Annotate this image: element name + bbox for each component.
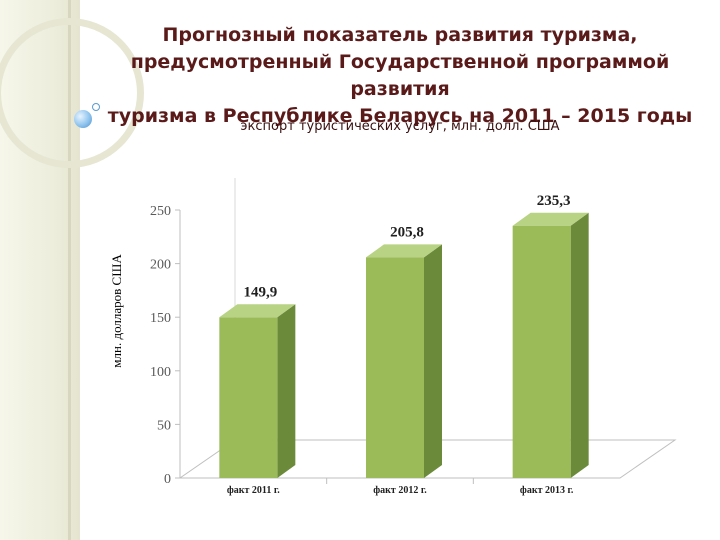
x-category-label: факт 2011 г. [227, 485, 280, 496]
y-tick-label: 250 [150, 204, 171, 219]
x-category-label: факт 2012 г. [373, 485, 427, 496]
decorative-ring [0, 18, 144, 168]
bar-side [277, 304, 296, 478]
bar-side [570, 212, 589, 478]
bar-value-label: 235,3 [537, 193, 571, 209]
slide-title-line-2: предусмотренный Государственной программ… [130, 51, 670, 100]
bar-top [219, 304, 296, 318]
decorative-bubble-icon [74, 110, 92, 128]
slide-title: Прогнозный показатель развития туризма, … [80, 22, 720, 130]
decorative-small-bubble-icon [92, 103, 100, 111]
slide-title-line-3: туризма в Республике Беларусь на 2011 – … [107, 105, 693, 127]
y-tick-label: 150 [150, 311, 171, 326]
bar [219, 317, 278, 478]
slide-subtitle: экспорт туристических услуг, млн. долл. … [240, 119, 560, 134]
slide-title-line-1: Прогнозный показатель развития туризма, [162, 24, 638, 46]
bar-top [512, 212, 589, 226]
bar [512, 225, 571, 478]
bar [366, 257, 424, 478]
bar-side [424, 244, 442, 478]
bar-top [366, 244, 442, 258]
bar-value-label: 149,9 [243, 284, 277, 300]
y-tick-label: 50 [157, 418, 171, 433]
y-tick-label: 200 [150, 258, 171, 273]
y-tick-label: 0 [164, 472, 171, 487]
y-tick-label: 100 [150, 365, 171, 380]
x-category-label: факт 2013 г. [520, 485, 574, 496]
slide-left-band-edge [68, 0, 71, 540]
bar-value-label: 205,8 [390, 224, 424, 240]
